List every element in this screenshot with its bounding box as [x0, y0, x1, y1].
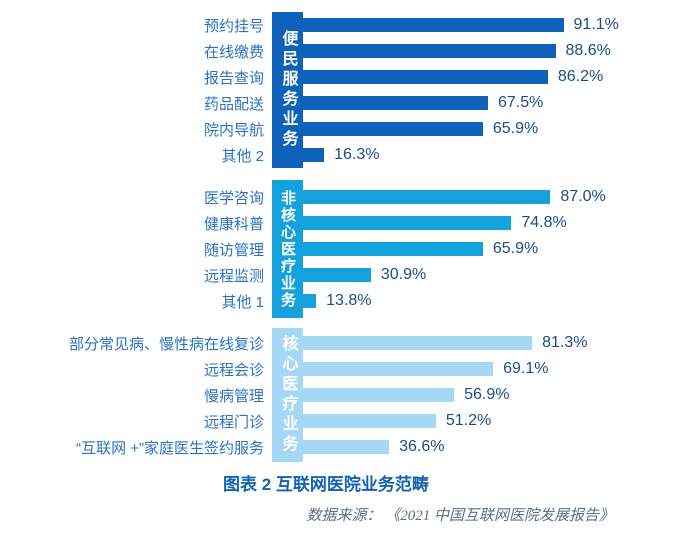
category-label: 院内导航 — [203, 121, 264, 139]
group-noncore-medical: 非核心医疗业务 医学咨询 87.0% 健康科普 74.8% 随访管理 65.9%… — [0, 180, 700, 318]
group-strip-label: 非核心医疗业务 — [279, 189, 296, 309]
category-label: 其他 1 — [221, 293, 264, 311]
value-label: 13.8% — [326, 292, 372, 309]
bar-row: 慢病管理 56.9% — [0, 382, 700, 408]
category-label: 医学咨询 — [203, 189, 264, 207]
bar — [272, 190, 551, 204]
bar-row: 随访管理 65.9% — [0, 236, 700, 262]
group-convenience-services: 便民服务业务 预约挂号 91.1% 在线缴费 88.6% 报告查询 86.2% … — [0, 12, 700, 168]
bar-row: 预约挂号 91.1% — [0, 12, 700, 38]
bar — [272, 336, 533, 350]
category-label: 药品配送 — [203, 95, 264, 113]
value-label: 16.3% — [334, 146, 380, 163]
value-label: 86.2% — [557, 68, 604, 85]
bar-row: 药品配送 67.5% — [0, 90, 700, 116]
value-label: 65.9% — [492, 240, 539, 257]
bar — [272, 18, 564, 32]
bar — [272, 216, 512, 230]
value-label: 88.6% — [565, 42, 611, 59]
value-label: 69.1% — [503, 360, 549, 377]
category-label: 其他 2 — [221, 147, 264, 165]
category-label: 慢病管理 — [203, 387, 264, 405]
group-core-medical: 核心医疗业务 部分常见病、慢性病在线复诊 81.3% 远程会诊 69.1% 慢病… — [0, 328, 700, 462]
bar-row: 远程门诊 51.2% — [0, 408, 700, 434]
value-label: 91.1% — [573, 16, 619, 33]
bar — [272, 70, 548, 84]
value-label: 74.8% — [521, 214, 567, 231]
bar — [272, 414, 436, 428]
value-label: 30.9% — [380, 266, 427, 283]
bar-row: 院内导航 65.9% — [0, 116, 700, 142]
value-label: 87.0% — [560, 188, 606, 205]
bar-row: “互联网 +”家庭医生签约服务 36.6% — [0, 434, 700, 460]
bar — [272, 122, 483, 136]
group-strip-label: 便民服务业务 — [279, 30, 297, 150]
value-label: 51.2% — [445, 412, 492, 429]
group-strip: 核心医疗业务 — [272, 328, 303, 462]
bar-chart: 便民服务业务 预约挂号 91.1% 在线缴费 88.6% 报告查询 86.2% … — [0, 12, 700, 462]
category-label: 随访管理 — [203, 241, 264, 259]
group-strip: 便民服务业务 — [272, 12, 303, 168]
bar — [272, 242, 483, 256]
bar-row: 医学咨询 87.0% — [0, 184, 700, 210]
bar-row: 其他 1 13.8% — [0, 288, 700, 314]
source-caption: 数据来源： 《2021 中国互联网医院发展报告》 — [306, 508, 614, 524]
value-label: 36.6% — [399, 438, 445, 455]
category-label: 健康科普 — [203, 215, 264, 233]
bar — [272, 362, 494, 376]
bar — [272, 388, 455, 402]
value-label: 67.5% — [498, 94, 544, 111]
value-label: 81.3% — [542, 334, 588, 351]
group-strip-label: 核心医疗业务 — [279, 335, 297, 455]
category-label: “互联网 +”家庭医生签约服务 — [76, 439, 264, 457]
category-label: 远程监测 — [203, 267, 264, 285]
bar-row: 远程监测 30.9% — [0, 262, 700, 288]
bar-row: 报告查询 86.2% — [0, 64, 700, 90]
bar — [272, 44, 556, 58]
category-label: 预约挂号 — [203, 17, 264, 35]
category-label: 在线缴费 — [203, 43, 264, 61]
bar-row: 健康科普 74.8% — [0, 210, 700, 236]
category-label: 远程会诊 — [203, 361, 264, 379]
chart-title: 图表 2 互联网医院业务范畴 — [223, 475, 429, 494]
value-label: 65.9% — [492, 120, 539, 137]
bar-row: 其他 2 16.3% — [0, 142, 700, 168]
category-label: 远程门诊 — [203, 413, 264, 431]
category-label: 部分常见病、慢性病在线复诊 — [68, 335, 264, 353]
bar-row: 在线缴费 88.6% — [0, 38, 700, 64]
value-label: 56.9% — [464, 386, 510, 403]
bar-row: 远程会诊 69.1% — [0, 356, 700, 382]
bar-row: 部分常见病、慢性病在线复诊 81.3% — [0, 330, 700, 356]
group-strip: 非核心医疗业务 — [272, 180, 303, 318]
bar — [272, 96, 488, 110]
category-label: 报告查询 — [203, 69, 264, 87]
